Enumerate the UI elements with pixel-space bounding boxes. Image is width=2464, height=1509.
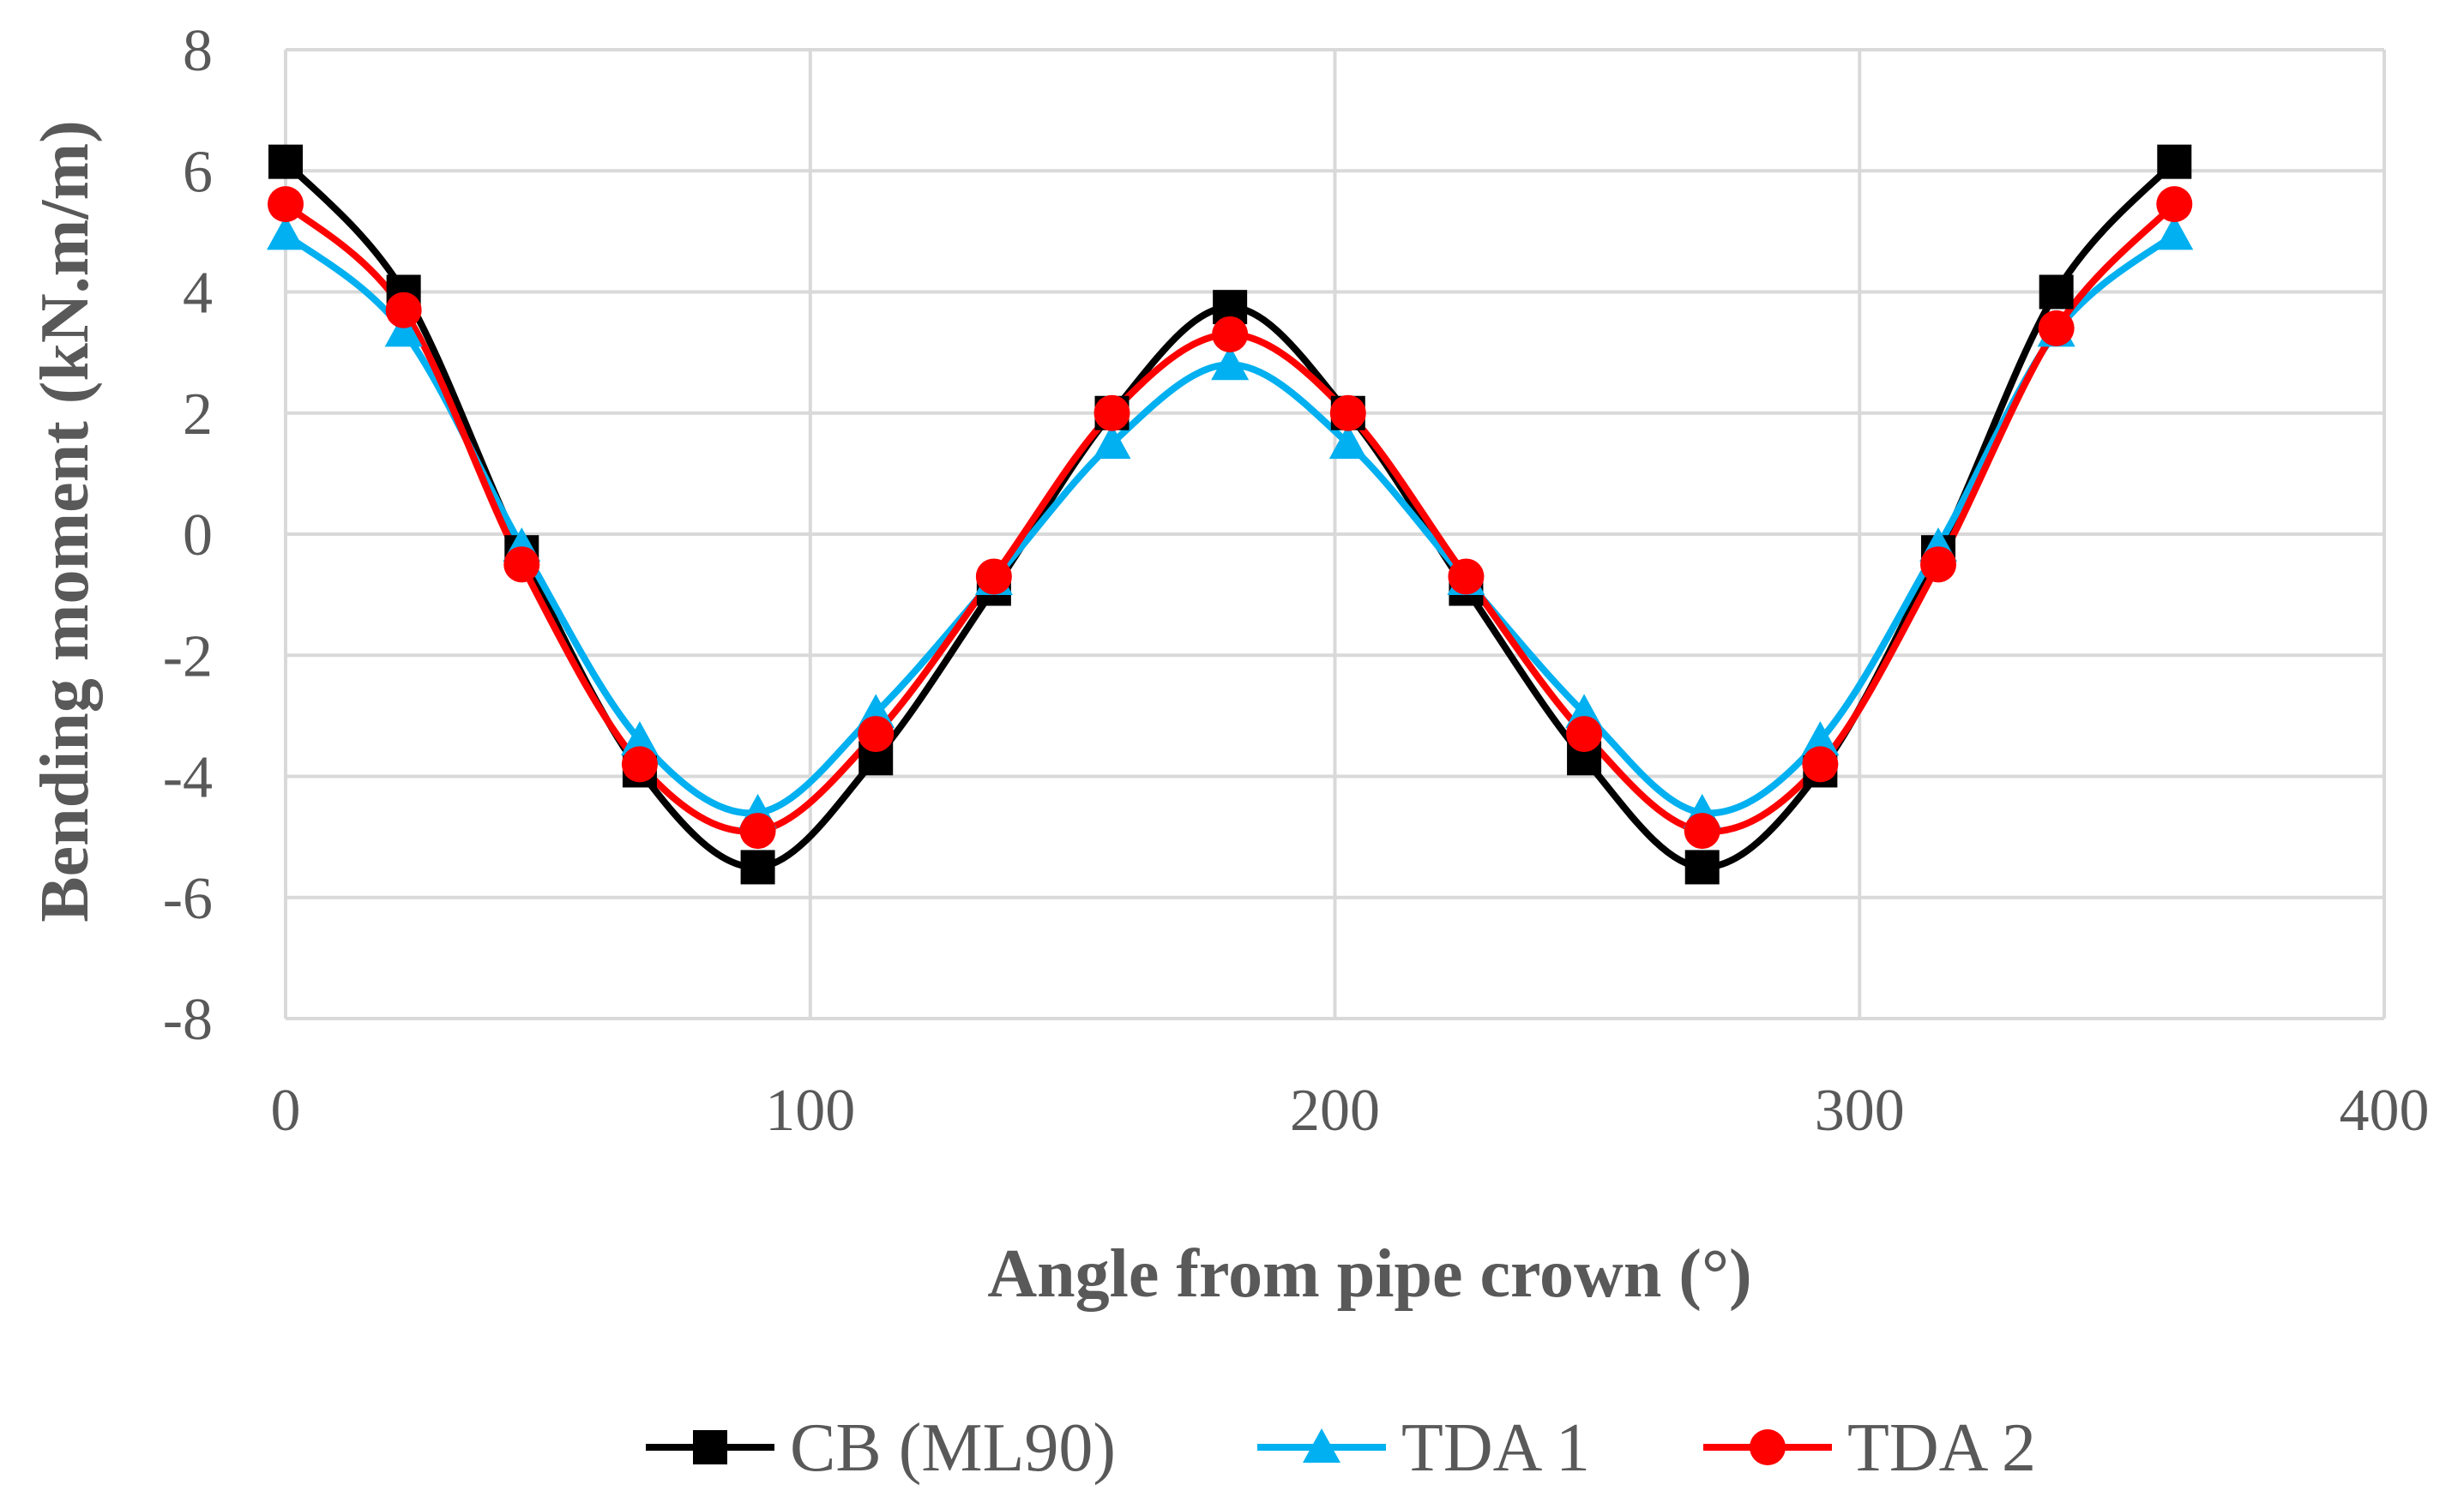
legend-label: TDA 1 [1401,1410,1590,1486]
data-point-tda-1 [384,312,423,347]
legend: CB (ML90) TDA 1 TDA 2 [646,1410,2036,1486]
legend-label: CB (ML90) [790,1410,1116,1486]
data-point-tda-1 [1211,346,1250,381]
data-point-tda-2 [503,546,540,583]
y-tick-label: -6 [163,866,213,932]
y-tick-label: -4 [163,745,213,811]
legend-swatch-marker [1303,1428,1340,1463]
data-point-tda-2 [1329,394,1366,431]
data-point-tda-1 [2155,215,2194,250]
data-point-tda-2 [739,813,776,850]
legend-item-tda-1: TDA 1 [1257,1410,1590,1486]
data-point-tda-2 [1802,746,1839,783]
data-point-tda-2 [2038,310,2075,346]
data-point-tda-1 [1328,424,1367,460]
data-point-cb-ml90 [1684,850,1720,885]
data-point-cb-ml90 [268,144,303,179]
y-tick-label: 6 [183,139,213,205]
y-tick-label: 8 [183,18,213,84]
y-axis-title: Bending moment (kN.m/m) [27,120,103,923]
x-tick-label: 300 [1815,1078,1905,1144]
y-tick-label: -2 [163,623,213,689]
data-point-cb-ml90 [740,850,775,885]
legend-item-tda-2: TDA 2 [1703,1410,2036,1486]
series-markers [267,144,2194,885]
x-tick-label: 400 [2340,1078,2430,1144]
data-point-cb-ml90 [2039,274,2074,310]
legend-swatch-marker [1750,1429,1786,1465]
y-tick-label: 2 [183,382,213,448]
data-point-tda-1 [1801,721,1840,756]
data-point-tda-1 [1093,424,1131,460]
data-point-tda-2 [1566,716,1603,753]
data-point-tda-2 [621,746,658,783]
data-point-cb-ml90 [2157,144,2192,179]
y-tick-label: -8 [163,987,213,1053]
data-point-tda-2 [385,292,422,328]
legend-item-cb-ml90: CB (ML90) [646,1410,1116,1486]
data-point-tda-2 [1093,394,1130,431]
y-tick-label: 4 [183,261,213,327]
data-point-tda-2 [975,558,1012,595]
data-point-tda-2 [2156,186,2193,223]
data-point-tda-2 [1212,316,1249,352]
data-point-tda-2 [268,186,304,223]
series-lines [283,159,2178,871]
data-point-tda-1 [267,215,304,250]
gridlines [284,48,2386,1020]
data-point-tda-2 [1684,813,1720,850]
y-tick-label: 0 [183,502,213,568]
series-line-cb-ml90 [283,159,2178,871]
x-tick-label: 100 [765,1078,855,1144]
x-tick-label: 200 [1290,1078,1380,1144]
x-tick-label: 0 [271,1078,301,1144]
legend-label: TDA 2 [1847,1410,2036,1486]
x-tick-labels: 0 100 200 300 400 [271,1078,2430,1144]
data-point-tda-2 [858,716,895,753]
y-tick-labels: 8 6 4 2 0 -2 -4 -6 -8 [163,18,213,1053]
data-point-tda-2 [1920,546,1957,583]
legend-swatch-marker [693,1430,727,1464]
data-point-tda-1 [620,721,659,756]
x-axis-title: Angle from pipe crown (°) [987,1236,1751,1312]
data-point-tda-2 [1448,558,1485,595]
